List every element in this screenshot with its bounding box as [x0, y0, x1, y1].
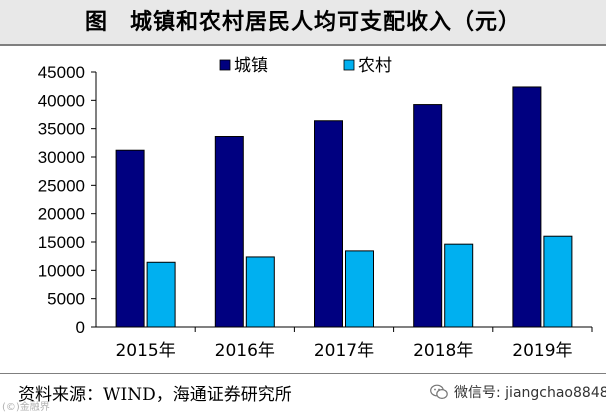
bar-rural [345, 250, 374, 328]
bar-urban [413, 104, 443, 328]
y-tick-label: 20000 [38, 205, 85, 224]
bar-chart: 0 5000 10000 15000 20000 25000 30000 35000 40000… [38, 56, 593, 361]
bar-rural [543, 235, 573, 328]
bar-urban [512, 86, 542, 328]
legend-swatch [219, 59, 231, 71]
corner-watermark: (©)金融界 [2, 402, 50, 413]
watermark-text: 微信号: jiangchao8848 [454, 385, 606, 401]
chart-title-text: 城镇和农村居民人均可支配收入（元） [130, 9, 522, 35]
x-tick-label: 2017年 [314, 341, 374, 361]
bar-rural [245, 256, 275, 328]
watermark: 微信号: jiangchao8848 [430, 382, 606, 402]
legend-label: 城镇 [234, 56, 268, 76]
x-tick-label: 2019年 [512, 341, 572, 361]
y-tick-label: 45000 [38, 63, 85, 82]
bar-urban [115, 149, 145, 328]
y-tick-label: 25000 [38, 176, 85, 195]
chart-title: 图城镇和农村居民人均可支配收入（元） [0, 0, 606, 44]
y-tick-label: 0 [76, 318, 85, 337]
footer-rule [0, 373, 606, 374]
y-tick-label: 5000 [47, 290, 85, 309]
y-tick-label: 30000 [38, 148, 85, 167]
bar-rural [444, 243, 474, 328]
bar-urban [314, 120, 343, 328]
title-rule [0, 44, 606, 46]
y-tick-label: 35000 [38, 120, 85, 139]
wechat-icon [430, 384, 448, 400]
legend-label: 农村 [358, 56, 392, 76]
y-tick-label: 40000 [38, 91, 85, 110]
title-bar [0, 0, 606, 44]
legend-swatch [343, 59, 355, 71]
y-tick-label: 15000 [38, 233, 85, 252]
x-tick-label: 2016年 [215, 341, 275, 361]
y-tick-label: 10000 [38, 261, 85, 280]
x-tick-label: 2015年 [115, 341, 175, 361]
source-note: 资料来源：WIND，海通证券研究所 [18, 385, 292, 405]
bar-rural [146, 261, 176, 328]
figure-label: 图 [84, 9, 108, 35]
x-tick-label: 2018年 [413, 341, 473, 361]
bar-urban [214, 136, 244, 328]
